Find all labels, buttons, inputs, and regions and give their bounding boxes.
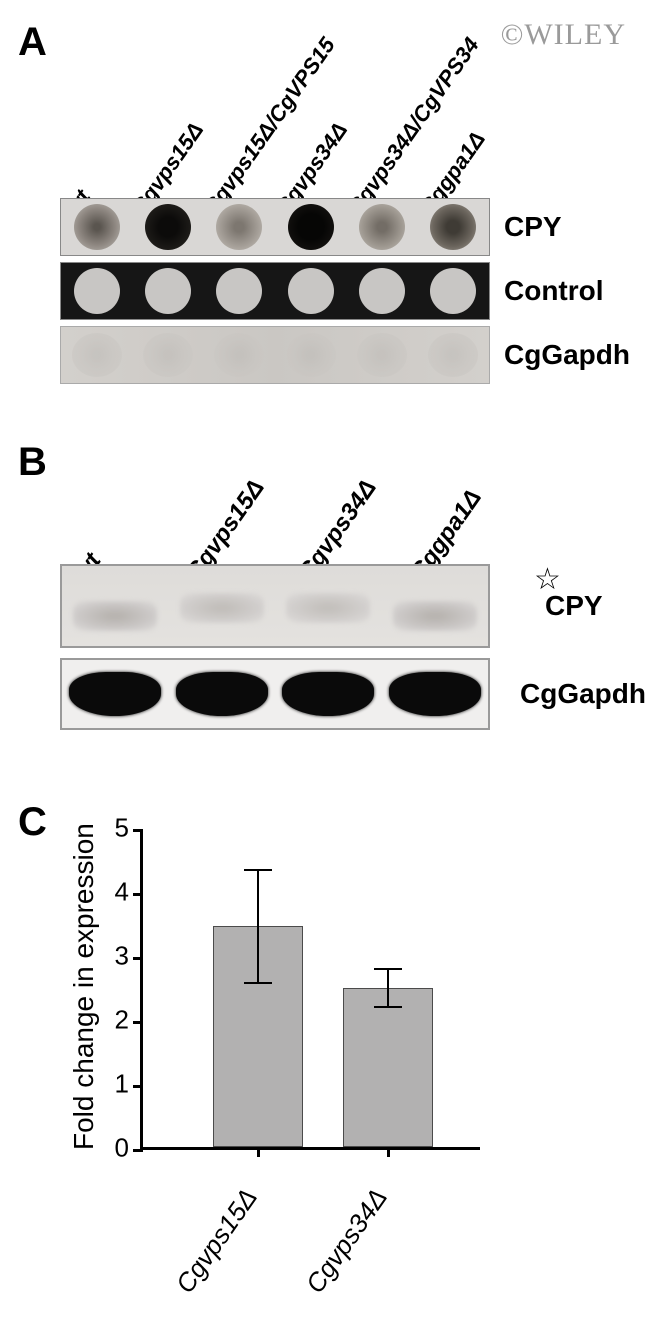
western-band (282, 672, 374, 716)
western-band (389, 672, 481, 716)
panel-A-row-cpy: CPY (60, 198, 562, 256)
error-cap (374, 1006, 402, 1008)
y-tick-label: 0 (115, 1133, 129, 1164)
x-tick (387, 1147, 390, 1157)
y-tick (133, 829, 143, 832)
western-band (286, 593, 370, 623)
panel-B: wt Cgvps15Δ Cgvps34Δ Cggpa1Δ ☆ CPY CgGap… (20, 440, 630, 750)
blot-spot (288, 204, 334, 250)
blot-spot (359, 268, 405, 314)
star-icon: ☆ (534, 562, 561, 597)
blot-spot (74, 268, 120, 314)
y-tick-label: 5 (115, 813, 129, 844)
western-band (180, 593, 264, 623)
blot-spot (145, 204, 191, 250)
y-tick (133, 1021, 143, 1024)
blot-spot (216, 204, 262, 250)
dot-blot-cpy (60, 198, 490, 256)
y-tick (133, 893, 143, 896)
blot-spot (74, 204, 120, 250)
dot-blot-gapdh (60, 326, 490, 384)
blot-spot (72, 333, 122, 377)
blot-spot (430, 204, 476, 250)
y-tick-label: 2 (115, 1005, 129, 1036)
row-label-control: Control (504, 275, 604, 307)
bar (343, 988, 433, 1147)
y-axis-title: Fold change in expression (68, 823, 100, 1150)
western-gapdh (60, 658, 490, 730)
blot-spot (143, 333, 193, 377)
blot-spot (288, 268, 334, 314)
error-cap (374, 968, 402, 970)
error-bar (387, 969, 389, 1007)
blot-spot (359, 204, 405, 250)
row-label-gapdh: CgGapdh (520, 678, 646, 710)
y-tick (133, 957, 143, 960)
x-category-label: Cgvps34Δ (300, 1183, 394, 1299)
blot-spot (145, 268, 191, 314)
western-band (73, 601, 157, 631)
y-tick-label: 4 (115, 877, 129, 908)
x-tick (257, 1147, 260, 1157)
blot-spot (430, 268, 476, 314)
blot-spot (214, 333, 264, 377)
strain-label: Cgvps15Δ/CgVPS15 (199, 33, 341, 220)
plot-area: 012345 (140, 830, 480, 1150)
panel-B-row-cpy: ☆ CPY (60, 564, 603, 648)
dot-blot-control (60, 262, 490, 320)
panel-A-row-gapdh: CgGapdh (60, 326, 630, 384)
blot-spot (286, 333, 336, 377)
bar-chart: 012345 (140, 830, 480, 1150)
blot-spot (357, 333, 407, 377)
blot-spot (428, 333, 478, 377)
western-band (176, 672, 268, 716)
panel-B-row-gapdh: CgGapdh (60, 658, 646, 730)
blot-spot (216, 268, 262, 314)
x-category-label: Cgvps15Δ (170, 1183, 264, 1299)
panel-A-row-control: Control (60, 262, 604, 320)
row-label-gapdh: CgGapdh (504, 339, 630, 371)
panel-A: wt Cgvps15Δ Cgvps15Δ/CgVPS15 Cgvps34Δ Cg… (20, 20, 630, 380)
y-tick (133, 1085, 143, 1088)
western-band (69, 672, 161, 716)
strain-label: Cgvps34Δ/CgVPS34 (343, 33, 485, 220)
error-cap (244, 982, 272, 984)
western-cpy (60, 564, 490, 648)
western-band (393, 601, 477, 631)
error-cap (244, 869, 272, 871)
y-tick-label: 1 (115, 1069, 129, 1100)
error-bar (257, 870, 259, 983)
y-tick (133, 1149, 143, 1152)
panel-C: Fold change in expression 012345 Cgvps15… (20, 800, 630, 1300)
y-tick-label: 3 (115, 941, 129, 972)
row-label-cpy: CPY (504, 211, 562, 243)
